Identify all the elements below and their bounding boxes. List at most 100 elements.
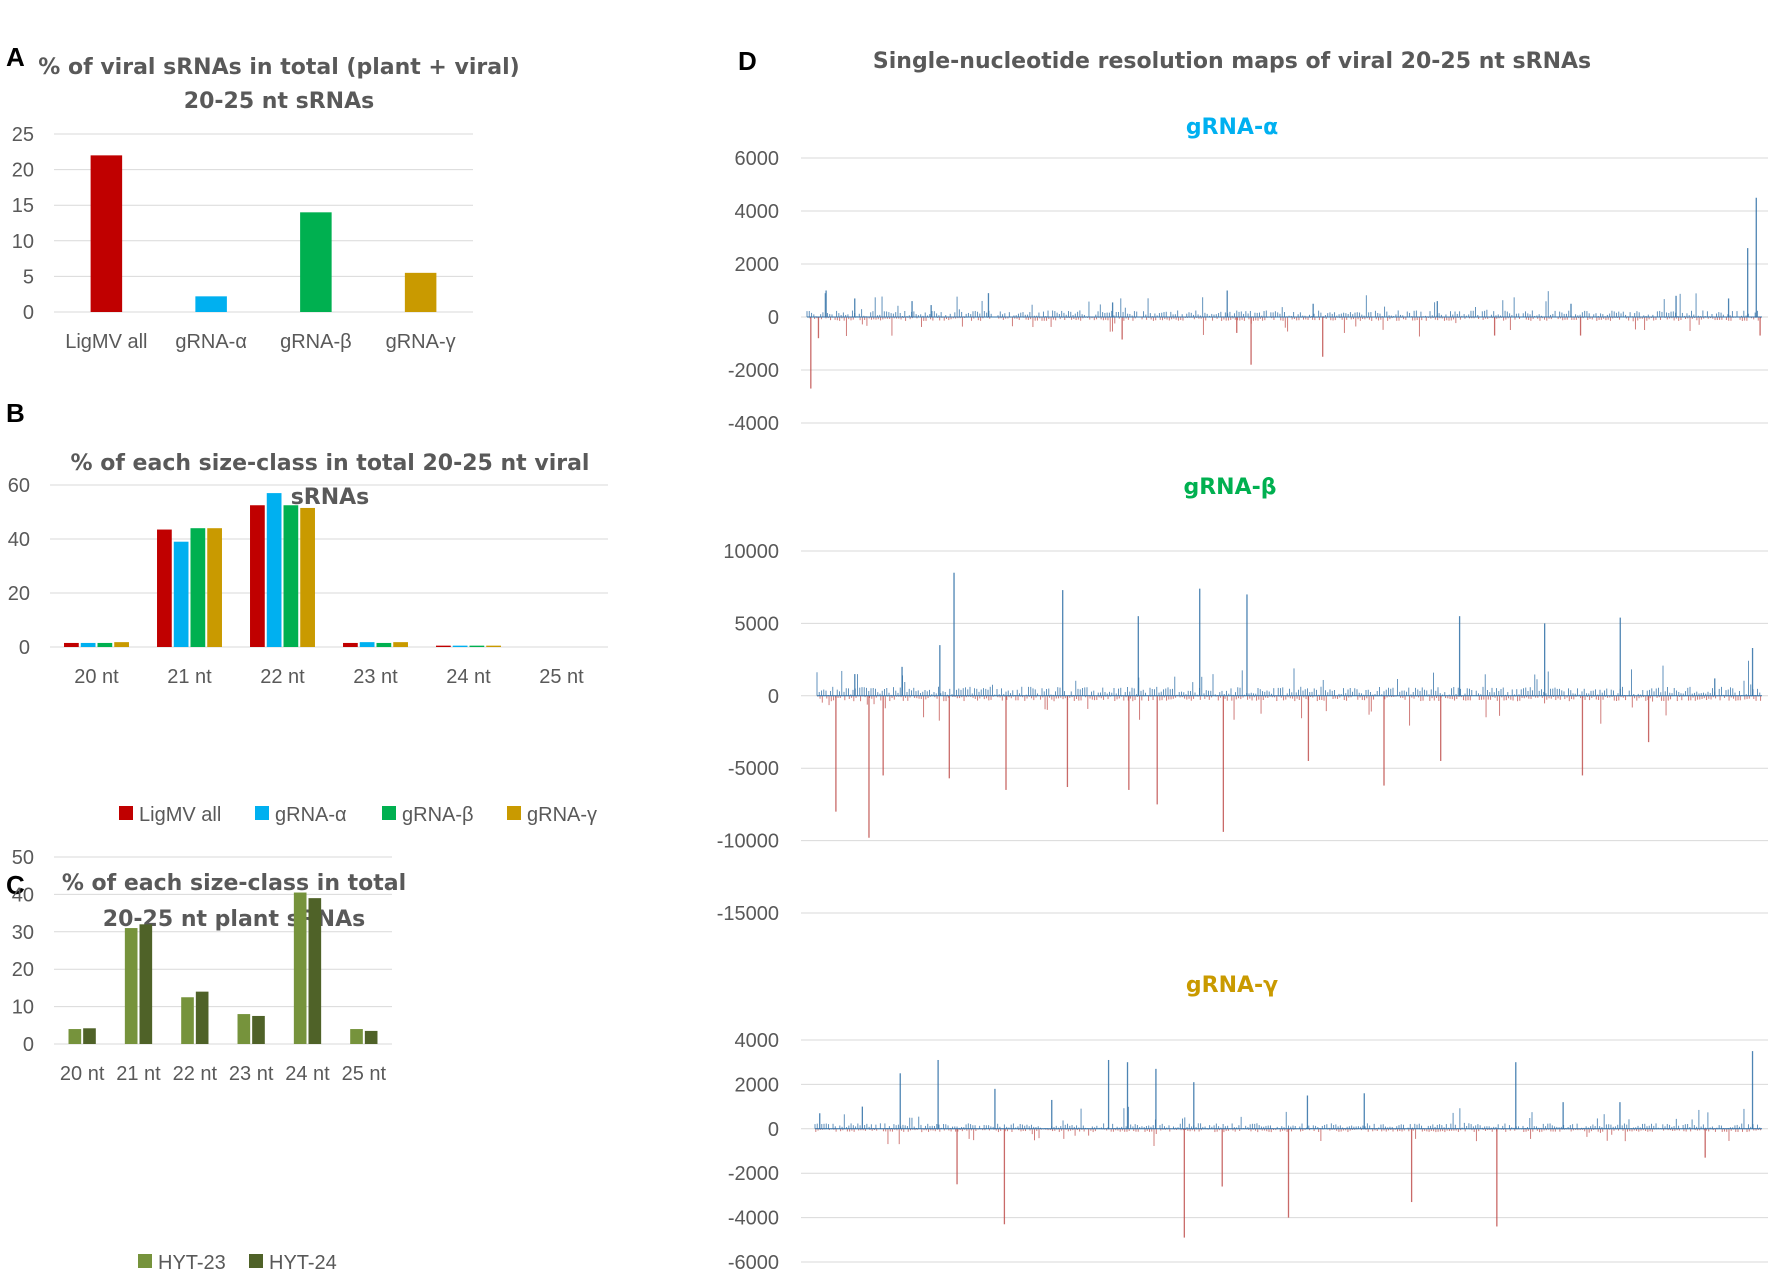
chart-c-x-tick: 25 nt bbox=[342, 1063, 387, 1085]
chart-c-y-tick: 50 bbox=[12, 847, 34, 869]
plots: 0 5 10 15 20 25 LigMV all gRNA-α gRNA-β gRNA-γ 0 20… bbox=[8, 124, 1768, 1274]
chart-c-bar bbox=[181, 997, 194, 1044]
chart-d-gamma-y-tick: -6000 bbox=[728, 1252, 779, 1274]
panel-c-title-line1: % of each size-class in total bbox=[62, 871, 406, 896]
chart-c-bar bbox=[293, 892, 307, 1044]
legend-b-swatch-beta bbox=[382, 806, 396, 820]
chart-b-bar bbox=[266, 493, 282, 647]
legend-b-label-alpha: gRNA-α bbox=[275, 804, 347, 826]
chart-d-alpha-y-tick: 2000 bbox=[735, 254, 780, 276]
legend-b-swatch-alpha bbox=[255, 806, 269, 820]
chart-d-beta-y-tick: 10000 bbox=[723, 541, 779, 563]
chart-c-x-tick: 21 nt bbox=[116, 1063, 161, 1085]
chart-c-x-tick: 22 nt bbox=[173, 1063, 218, 1085]
chart-b-y-tick: 0 bbox=[19, 637, 30, 659]
chart-b-bar bbox=[359, 642, 375, 647]
chart-b-bar bbox=[469, 645, 485, 647]
chart-b-y-tick: 20 bbox=[8, 583, 30, 605]
chart-d-gamma-y-tick: -4000 bbox=[728, 1208, 779, 1230]
legend-b-label-beta: gRNA-β bbox=[402, 804, 474, 826]
chart-c-x-tick: 23 nt bbox=[229, 1063, 274, 1085]
legend-b-label-gamma: gRNA-γ bbox=[527, 804, 597, 826]
panel-a-title-line2: 20-25 nt sRNAs bbox=[184, 89, 374, 114]
chart-d-gamma-y-tick: -2000 bbox=[728, 1163, 779, 1185]
legend-b-label-ligmv: LigMV all bbox=[139, 804, 221, 826]
chart-a-y-tick: 25 bbox=[12, 124, 34, 146]
chart-c-x-tick: 24 nt bbox=[285, 1063, 330, 1085]
chart-b-x-tick: 22 nt bbox=[260, 666, 305, 688]
chart-c-bar bbox=[350, 1029, 363, 1044]
chart-b-bar bbox=[157, 529, 172, 647]
chart-b-bar bbox=[64, 642, 79, 647]
chart-b-y-tick: 40 bbox=[8, 529, 30, 551]
legend-b-swatch-gamma bbox=[507, 806, 521, 820]
legend-c-label-hyt23: HYT-23 bbox=[158, 1252, 226, 1274]
chart-b-x-tick: 20 nt bbox=[74, 666, 119, 688]
panel-d-beta-subtitle: gRNA-β bbox=[1183, 475, 1276, 500]
panel-b-title-line1: % of each size-class in total 20-25 nt v… bbox=[71, 451, 590, 476]
chart-a-y-tick: 5 bbox=[23, 266, 34, 288]
chart-b-bar bbox=[97, 642, 113, 647]
legend-c-label-hyt24: HYT-24 bbox=[269, 1252, 337, 1274]
chart-c-y-tick: 20 bbox=[12, 959, 34, 981]
panel-letter-d: D bbox=[738, 46, 757, 76]
panel-d-title: Single-nucleotide resolution maps of vir… bbox=[873, 49, 1591, 74]
chart-a-bar bbox=[404, 272, 437, 312]
chart-d-alpha-y-tick: -2000 bbox=[728, 360, 779, 382]
chart-d-beta-y-tick: 0 bbox=[768, 686, 779, 708]
chart-c-bar bbox=[237, 1014, 251, 1044]
chart-a-x-tick: LigMV all bbox=[65, 331, 147, 353]
chart-b-bar bbox=[190, 528, 206, 647]
chart-b-bar bbox=[300, 507, 315, 647]
chart-d-alpha-y-tick: 0 bbox=[768, 307, 779, 329]
chart-a-y-tick: 15 bbox=[12, 195, 34, 217]
chart-c-y-tick: 40 bbox=[12, 884, 34, 906]
chart-c-bar bbox=[83, 1028, 96, 1044]
chart-b-bar bbox=[376, 642, 392, 647]
chart-b-bar bbox=[283, 505, 299, 647]
chart-c-bar bbox=[195, 991, 209, 1044]
chart-d-alpha-y-tick: 6000 bbox=[735, 148, 780, 170]
chart-b-bar bbox=[452, 645, 468, 647]
panel-a-title-line1: % of viral sRNAs in total (plant + viral… bbox=[38, 55, 519, 80]
chart-c-bar bbox=[124, 928, 138, 1044]
chart-d-gamma-y-tick: 4000 bbox=[735, 1030, 780, 1052]
chart-b-bar bbox=[436, 645, 451, 647]
panel-letter-a: A bbox=[6, 42, 25, 72]
chart-b-x-tick: 25 nt bbox=[539, 666, 584, 688]
chart-b-bar bbox=[486, 645, 501, 647]
chart-d-beta-y-tick: 5000 bbox=[735, 613, 780, 635]
chart-c-bar bbox=[364, 1030, 378, 1044]
chart-a-bar bbox=[195, 296, 227, 312]
chart-c-y-tick: 10 bbox=[12, 997, 34, 1019]
chart-b-x-tick: 21 nt bbox=[167, 666, 212, 688]
panel-d-alpha-subtitle: gRNA-α bbox=[1186, 115, 1278, 140]
chart-d-gamma-y-tick: 0 bbox=[768, 1119, 779, 1141]
chart-b-bar bbox=[207, 528, 222, 647]
chart-b-y-tick: 60 bbox=[8, 475, 30, 497]
chart-d-alpha-y-tick: -4000 bbox=[728, 413, 779, 435]
chart-b-bar bbox=[250, 505, 265, 647]
chart-c-bar bbox=[139, 924, 153, 1044]
chart-c-y-tick: 0 bbox=[23, 1034, 34, 1056]
chart-a-y-tick: 10 bbox=[12, 231, 34, 253]
legend-b-swatch-ligmv bbox=[119, 806, 133, 820]
chart-b-x-tick: 24 nt bbox=[446, 666, 491, 688]
chart-b-x-tick: 23 nt bbox=[353, 666, 398, 688]
chart-a-x-tick: gRNA-γ bbox=[386, 331, 456, 353]
chart-a-y-tick: 0 bbox=[23, 302, 34, 324]
chart-b-bar bbox=[80, 642, 96, 647]
chart-c-x-tick: 20 nt bbox=[60, 1063, 105, 1085]
chart-c-y-tick: 30 bbox=[12, 922, 34, 944]
legend-c-swatch-hyt24 bbox=[249, 1254, 263, 1268]
chart-a-x-tick: gRNA-α bbox=[175, 331, 247, 353]
panel-letter-c: C bbox=[6, 870, 25, 900]
chart-d-alpha-y-tick: 4000 bbox=[735, 201, 780, 223]
chart-c-bar bbox=[68, 1029, 82, 1044]
chart-c-bar bbox=[308, 898, 322, 1044]
chart-a-bar bbox=[90, 155, 123, 312]
chart-a-bar bbox=[300, 212, 332, 312]
panel-letter-b: B bbox=[6, 398, 25, 428]
chart-b-bar bbox=[393, 642, 408, 647]
